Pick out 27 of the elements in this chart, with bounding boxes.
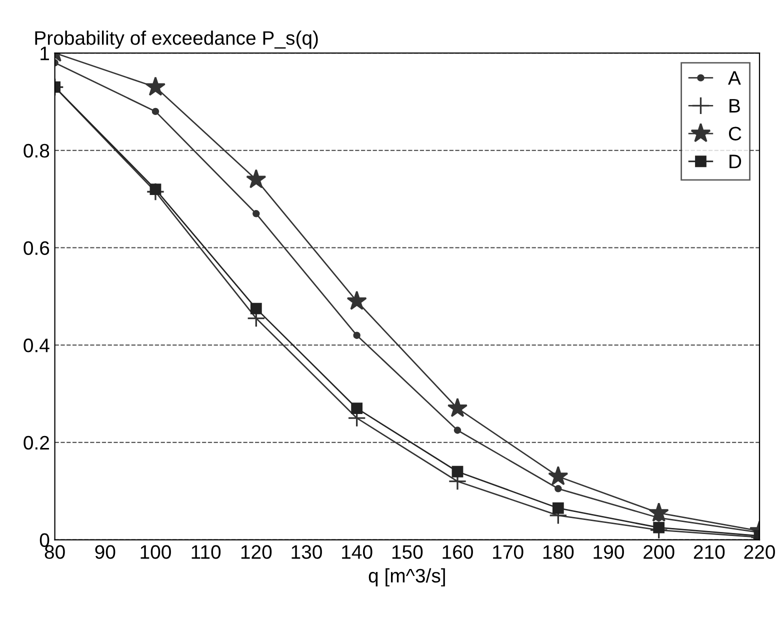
- y-tick-label: 1: [40, 46, 49, 60]
- y-tick-label: 0.8: [24, 144, 50, 158]
- legend-label: B: [730, 99, 740, 112]
- x-tick-label: 190: [594, 545, 624, 559]
- legend-label: C: [728, 126, 742, 141]
- x-tick-label: 170: [493, 545, 524, 559]
- y-tick-label: 0.4: [24, 338, 50, 352]
- chart-title: Probability of exceedance P_s(q): [35, 30, 318, 49]
- x-tick-label: 160: [442, 545, 473, 559]
- x-tick-label: 150: [392, 545, 423, 559]
- x-tick-label: 130: [292, 545, 322, 559]
- x-axis-title: q [m^3/s]: [368, 568, 445, 586]
- x-tick-label: 180: [543, 545, 574, 559]
- x-tick-label: 120: [241, 545, 272, 559]
- legend-label: D: [730, 154, 742, 168]
- x-tick-label: 90: [95, 545, 116, 559]
- x-tick-label: 220: [744, 545, 775, 559]
- x-tick-label: 100: [140, 545, 171, 559]
- y-tick-label: 0.2: [24, 436, 49, 450]
- x-tick-label: 140: [342, 545, 372, 559]
- x-tick-label: 110: [192, 545, 221, 559]
- y-tick-label: 0.6: [24, 241, 50, 255]
- x-tick-label: 200: [644, 545, 674, 559]
- x-tick-label: 210: [694, 545, 725, 559]
- y-tick-label: 0: [40, 533, 50, 547]
- legend-label: A: [728, 71, 741, 85]
- x-tick-label: 80: [44, 545, 65, 559]
